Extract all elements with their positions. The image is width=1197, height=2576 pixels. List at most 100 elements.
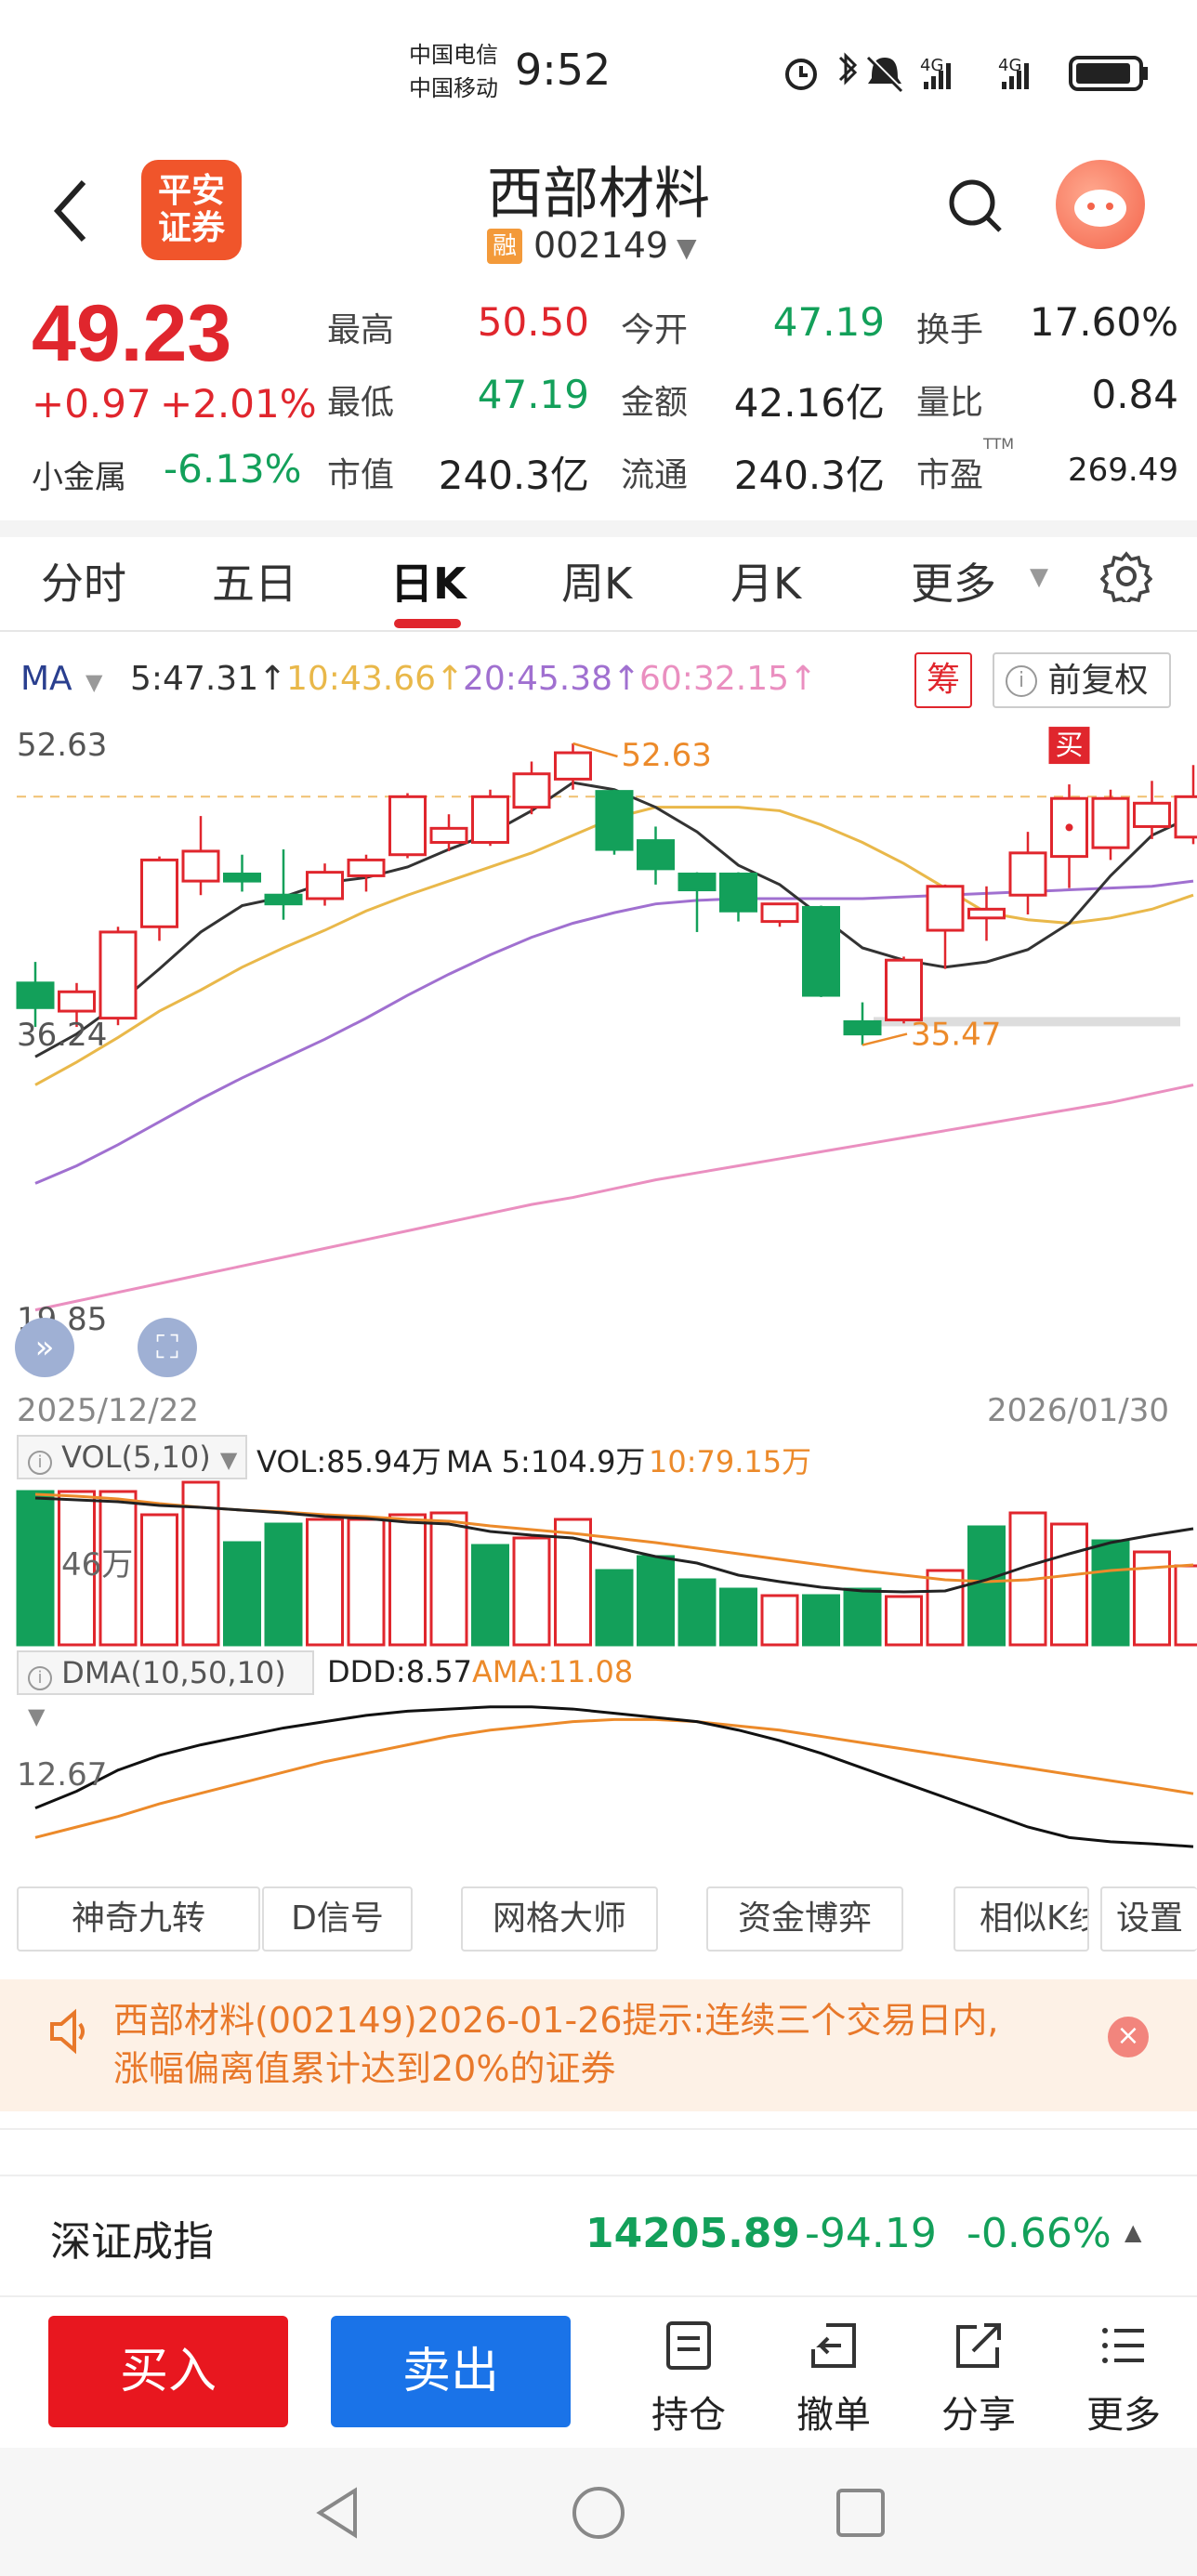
adjust-button[interactable]: i 前复权 [993,652,1171,708]
share-button[interactable]: 分享 [918,2318,1039,2438]
volume-bar [471,1544,509,1647]
tool-similar-k[interactable]: 相似K线 [954,1886,1089,1952]
volume-bar [802,1594,840,1647]
index-change: -94.19 [805,2210,937,2257]
cancel-order-label: 撤单 [796,2394,871,2437]
candle-body [1174,795,1197,839]
tab-daily-k[interactable]: 日K [390,559,467,609]
tab-intraday[interactable]: 分时 [41,559,126,609]
candlestick-chart[interactable]: 52.63 35.47 买 [0,706,1197,1413]
tool-nine-turns[interactable]: 神奇九转 [17,1886,260,1952]
fullscreen-icon[interactable]: ⛶ [138,1318,197,1377]
tool-capital-game[interactable]: 资金博弈 [706,1886,903,1952]
candle-body [306,871,344,900]
candle-body [1008,851,1047,897]
candle [512,761,551,815]
gear-icon[interactable] [1100,550,1152,602]
candle-body [926,885,965,932]
volume-bar [16,1490,55,1647]
vol-legend-label: VOL(5,10) [61,1439,211,1475]
volume-bar [760,1594,799,1647]
ma-label[interactable]: MA [20,660,72,698]
dma-indicator-selector[interactable]: i DMA(10,50,10) ▼ [17,1650,314,1729]
vol-value: VOL:85.94万 [256,1444,441,1479]
volume-bar [637,1555,675,1647]
start-date: 2025/12/22 [17,1392,199,1429]
tab-weekly-k[interactable]: 周K [561,559,633,609]
logo-line-2: 证券 [157,209,225,247]
candle-body [1091,796,1130,849]
volume-bar [223,1541,261,1647]
tool-settings[interactable]: 设置 [1100,1886,1197,1952]
vol-ma10-value: 10:79.15万 [649,1444,812,1479]
max-pointer [572,742,618,758]
index-ticker-bar[interactable]: 深证成指 14205.89 -94.19 -0.66% ▲ [0,2175,1197,2295]
holdings-button[interactable]: 持仓 [628,2318,749,2438]
candle-body [99,930,138,1020]
notice-line-2: 涨幅偏离值累计达到20%的证券 [113,2048,616,2089]
candle [926,884,965,969]
y-axis-label-max: 52.63 [17,727,108,764]
candle-body [264,893,303,906]
candle-body [967,907,1006,920]
tab-monthly-k[interactable]: 月K [730,559,802,609]
chip-distribution-button[interactable]: 筹 [914,652,972,708]
stock-name: 西部材料 [487,162,710,227]
vol-indicator-selector[interactable]: i VOL(5,10) ▼ [17,1435,247,1479]
tab-five-day[interactable]: 五日 [212,559,297,609]
sector-name[interactable]: 小金属 [32,459,126,496]
ma-caret-icon[interactable]: ▼ [86,669,103,695]
more-caret-icon[interactable]: ▼ [1030,563,1048,591]
status-icons: 4G 4G [781,50,1190,97]
stock-header: 平安 证券 西部材料 融 002149 ▼ [0,139,1197,279]
notice-banner[interactable]: 西部材料(002149)2026-01-26提示:连续三个交易日内, 涨幅偏离值… [0,1979,1197,2111]
candle-body [802,905,840,997]
sell-button[interactable]: 卖出 [331,2316,571,2427]
caret-down-icon[interactable]: ▼ [677,232,697,263]
search-icon[interactable] [946,177,1006,236]
index-name: 深证成指 [50,2218,214,2266]
candle-body [677,873,717,892]
volume-bar [1091,1539,1130,1647]
mcap-value: 240.3亿 [438,453,589,498]
candle [595,789,634,855]
status-bar: 中国电信 中国移动 9:52 4G 4G [0,0,1197,139]
ama-value: AMA:11.08 [472,1654,634,1689]
assistant-avatar[interactable] [1056,160,1145,249]
candle [760,902,799,927]
tab-more[interactable]: 更多 [911,559,996,609]
nav-home-icon[interactable] [571,2485,626,2541]
close-icon[interactable]: × [1108,2017,1149,2057]
vol-ma5-line [34,1496,1194,1594]
nav-back-icon[interactable] [312,2485,364,2541]
volume-bar [926,1569,965,1647]
content-tabs-peek [0,2128,1197,2175]
candle [1050,784,1088,888]
tool-d-signal[interactable]: D信号 [262,1886,413,1952]
stock-code[interactable]: 002149 [533,225,669,266]
candle [1091,789,1130,861]
ma5-value: 5:47.31↑ [130,660,287,698]
nav-recents-icon[interactable] [835,2487,887,2539]
tool-grid-master[interactable]: 网格大师 [461,1886,658,1952]
robot-face-icon [1074,190,1126,227]
buy-signal-text: 买 [1056,729,1084,762]
expand-left-icon[interactable]: » [15,1318,74,1377]
volume-bar [264,1522,303,1647]
undo-icon [811,2323,856,2368]
candle-body [471,795,509,844]
back-icon[interactable] [48,177,95,245]
support-band [874,1017,1180,1027]
more-button[interactable]: 更多 [1063,2318,1184,2438]
open-label: 今开 [621,311,689,349]
caret-up-icon[interactable]: ▲ [1125,2219,1142,2245]
dma-chart [34,1705,1194,1848]
system-nav-bar [0,2448,1197,2576]
ama-line [34,1717,1194,1839]
section-divider [0,520,1197,537]
cancel-order-button[interactable]: 撤单 [773,2318,894,2438]
candle-body [637,839,675,871]
buy-button[interactable]: 买入 [48,2316,288,2427]
ma60-value: 60:32.15↑ [639,660,818,698]
candle [1008,832,1047,915]
